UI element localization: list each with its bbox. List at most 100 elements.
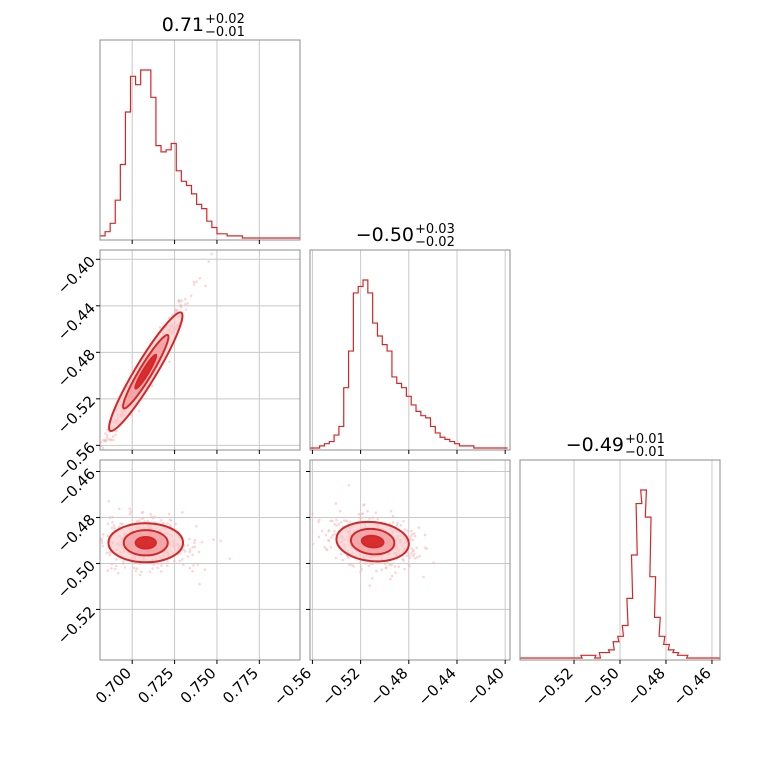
y-tick-label: −0.40 bbox=[54, 253, 99, 298]
sample-point bbox=[119, 522, 122, 525]
sample-point bbox=[178, 552, 182, 555]
sample-point bbox=[141, 517, 145, 520]
sample-point bbox=[135, 567, 139, 570]
sample-point bbox=[100, 539, 104, 542]
param-title-value: −0.50 bbox=[356, 224, 414, 246]
sample-point bbox=[138, 573, 142, 577]
sample-point bbox=[100, 451, 103, 454]
sample-point bbox=[116, 571, 120, 575]
sample-point bbox=[182, 548, 185, 552]
sample-point bbox=[97, 538, 100, 541]
sample-point bbox=[103, 432, 107, 435]
sample-point bbox=[330, 536, 333, 539]
sample-point bbox=[111, 521, 114, 524]
x-tick-label: −0.48 bbox=[624, 664, 669, 709]
sample-point bbox=[112, 524, 116, 527]
sample-point bbox=[388, 563, 392, 567]
sample-point bbox=[361, 512, 365, 515]
y-tick-label: −0.48 bbox=[54, 511, 99, 556]
sample-point bbox=[307, 539, 310, 542]
sample-point bbox=[117, 507, 121, 511]
sample-point bbox=[111, 515, 114, 519]
sample-point bbox=[339, 521, 343, 524]
sample-point bbox=[83, 544, 86, 547]
histogram-line bbox=[100, 69, 300, 239]
sample-point bbox=[337, 523, 341, 526]
y-tick-label: −0.48 bbox=[54, 346, 99, 391]
sample-point bbox=[152, 563, 156, 566]
sample-point bbox=[412, 552, 416, 556]
sample-point bbox=[219, 539, 222, 543]
sample-point bbox=[399, 524, 403, 527]
sample-point bbox=[114, 429, 118, 433]
sample-point bbox=[200, 540, 204, 544]
sample-point bbox=[359, 565, 363, 568]
sample-point bbox=[364, 562, 368, 565]
sample-point bbox=[198, 276, 202, 280]
sample-point bbox=[333, 523, 337, 526]
histogram-line bbox=[520, 489, 720, 659]
sample-point bbox=[415, 546, 418, 550]
sample-point bbox=[411, 550, 415, 553]
sample-point bbox=[403, 567, 406, 571]
sample-point bbox=[413, 534, 417, 538]
sample-point bbox=[137, 519, 141, 522]
sample-point bbox=[186, 555, 190, 558]
sample-point bbox=[367, 564, 371, 568]
x-tick-label: −0.56 bbox=[270, 664, 315, 709]
sample-point bbox=[406, 529, 409, 533]
sample-point bbox=[106, 522, 110, 526]
sample-point bbox=[383, 562, 387, 566]
sample-point bbox=[324, 533, 328, 537]
sample-point bbox=[172, 559, 176, 563]
sample-point bbox=[177, 300, 181, 304]
x-tick-label: 0.750 bbox=[177, 664, 220, 707]
sample-point bbox=[396, 521, 399, 525]
sample-point bbox=[397, 565, 401, 568]
sample-point bbox=[212, 538, 215, 541]
param-title-lower: −0.01 bbox=[625, 445, 665, 460]
sample-point bbox=[184, 308, 188, 311]
sample-point bbox=[166, 522, 169, 525]
sample-point bbox=[366, 509, 369, 513]
sample-point bbox=[107, 551, 111, 554]
sample-point bbox=[148, 570, 152, 574]
sample-point bbox=[166, 560, 169, 563]
sample-point bbox=[181, 511, 184, 514]
sample-point bbox=[411, 538, 415, 542]
sample-point bbox=[193, 541, 196, 545]
sample-point bbox=[338, 509, 342, 513]
sample-point bbox=[149, 512, 153, 516]
hist-panel-1: −0.50 +0.03−0.02 bbox=[309, 222, 511, 454]
sample-point bbox=[347, 563, 351, 566]
sample-point bbox=[335, 518, 338, 522]
sample-point bbox=[317, 535, 321, 539]
sample-point bbox=[93, 538, 96, 541]
sample-point bbox=[178, 559, 181, 563]
sample-point bbox=[320, 529, 324, 533]
sample-point bbox=[327, 538, 330, 542]
sample-point bbox=[193, 545, 197, 549]
sample-point bbox=[111, 435, 115, 438]
sample-point bbox=[168, 360, 171, 363]
sample-point bbox=[114, 564, 118, 568]
sample-point bbox=[110, 526, 114, 530]
sample-point bbox=[170, 519, 173, 522]
sample-point bbox=[393, 565, 397, 568]
sample-point bbox=[410, 533, 414, 536]
sample-point bbox=[117, 525, 121, 529]
sample-point bbox=[368, 584, 372, 587]
sample-point bbox=[195, 280, 198, 284]
density-level-1 bbox=[134, 536, 157, 550]
scatter-panel-0-2: 0.700 0.725 0.750 0.775−0.52−0.50−0.48−0.46 bbox=[54, 459, 301, 707]
sample-point bbox=[406, 551, 410, 554]
sample-point bbox=[207, 260, 211, 263]
sample-point bbox=[413, 532, 416, 535]
sample-point bbox=[360, 568, 364, 571]
sample-point bbox=[347, 483, 351, 487]
sample-point bbox=[417, 526, 421, 529]
sample-point bbox=[375, 569, 378, 573]
sample-point bbox=[422, 575, 425, 579]
sample-point bbox=[333, 532, 337, 536]
sample-point bbox=[341, 558, 345, 562]
